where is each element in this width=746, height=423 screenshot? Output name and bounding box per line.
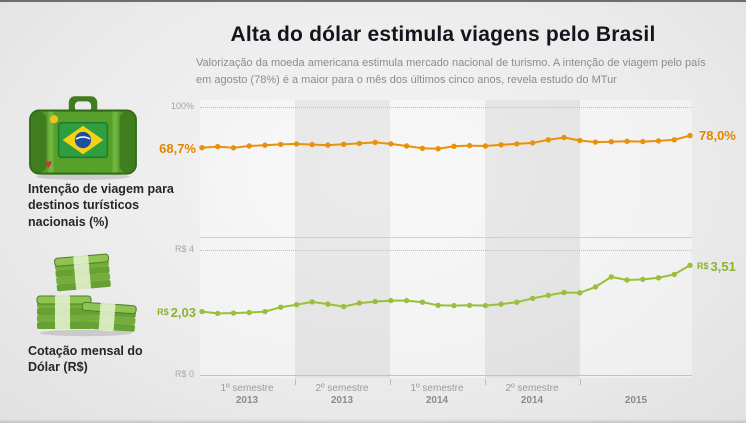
page-title: Alta do dólar estimula viagens pelo Bras… bbox=[230, 23, 656, 47]
svg-text:♥: ♥ bbox=[44, 157, 52, 172]
x-label-2015: 2015 bbox=[588, 383, 684, 407]
subtitle: Valorização da moeda americana estimula … bbox=[196, 57, 706, 86]
axis-tick bbox=[295, 379, 296, 385]
year-text: 2015 bbox=[624, 395, 648, 406]
y-label-r0: R$ 0 bbox=[174, 369, 194, 379]
year-text: 2013 bbox=[235, 395, 259, 406]
currency-symbol: R$ bbox=[157, 307, 169, 317]
semester-text bbox=[588, 383, 684, 395]
suitcase-brazil-flag-icon: ♥ bbox=[24, 94, 142, 180]
year-text: 2014 bbox=[425, 395, 449, 406]
x-label-sem1-2013: 1º semestre 2013 bbox=[199, 383, 295, 407]
axis-tick bbox=[390, 379, 391, 385]
dollar-end-value: R$ 3,51 bbox=[697, 259, 736, 274]
dollar-start-number: 2,03 bbox=[170, 305, 196, 320]
gridline-r4 bbox=[200, 250, 692, 251]
semester-text: 2º semestre bbox=[315, 383, 369, 394]
semester-text: 1º semestre bbox=[410, 383, 464, 394]
year-text: 2013 bbox=[330, 395, 354, 406]
dollar-start-value: R$ 2,03 bbox=[126, 305, 196, 320]
semester-text: 2º semestre bbox=[505, 383, 559, 394]
axis-tick bbox=[485, 379, 486, 385]
money-stacks-icon bbox=[34, 248, 138, 338]
x-label-sem2-2014: 2º semestre 2014 bbox=[484, 383, 580, 407]
y-label-r4: R$ 4 bbox=[174, 244, 194, 254]
x-label-sem2-2013: 2º semestre 2013 bbox=[294, 383, 390, 407]
axis-tick bbox=[580, 379, 581, 385]
gridline-0-percent bbox=[200, 237, 692, 238]
x-label-sem1-2014: 1º semestre 2014 bbox=[389, 383, 485, 407]
bottom-border bbox=[0, 419, 746, 423]
gridline-r0 bbox=[200, 375, 692, 376]
top-border bbox=[0, 0, 746, 2]
semester-band bbox=[580, 100, 692, 378]
line-chart bbox=[199, 132, 693, 317]
y-label-100-percent: 100% bbox=[170, 101, 194, 111]
semester-text: 1º semestre bbox=[220, 383, 274, 394]
travel-end-value: 78,0% bbox=[699, 128, 736, 143]
year-text: 2014 bbox=[520, 395, 544, 406]
travel-start-value: 68,7% bbox=[159, 141, 196, 156]
gridline-100-percent bbox=[200, 107, 692, 108]
currency-symbol: R$ bbox=[697, 261, 709, 271]
travel-intention-label: Intenção de viagem para destinos turísti… bbox=[28, 182, 174, 229]
dollar-rate-label: Cotação mensal do Dólar (R$) bbox=[28, 344, 143, 375]
dollar-end-number: 3,51 bbox=[710, 259, 736, 274]
